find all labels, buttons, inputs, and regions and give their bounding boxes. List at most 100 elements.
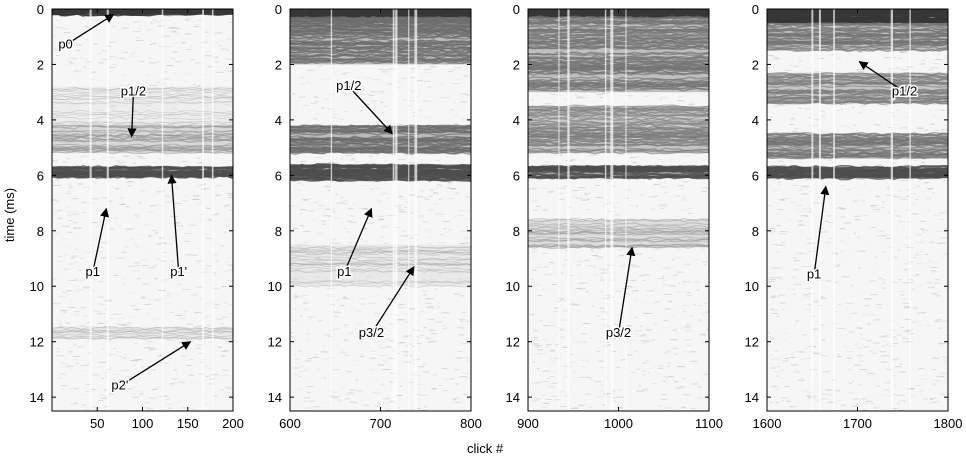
noise-speck <box>536 266 544 268</box>
noise-speck <box>337 399 342 401</box>
noise-speck <box>672 347 679 349</box>
noise-speck <box>423 294 427 296</box>
noise-speck <box>775 58 779 60</box>
noise-speck <box>531 249 536 251</box>
noise-speck <box>173 205 180 207</box>
noise-speck <box>429 195 433 197</box>
noise-speck <box>636 156 641 158</box>
noise-speck <box>402 351 409 353</box>
noise-speck <box>366 243 371 245</box>
noise-speck <box>857 164 865 166</box>
gap-streak <box>567 9 570 411</box>
echo-band-streak <box>52 326 233 331</box>
noise-speck <box>69 62 75 64</box>
echo-band-streak <box>290 23 471 28</box>
noise-speck <box>106 200 112 202</box>
noise-speck <box>83 315 88 317</box>
noise-speck <box>152 19 157 21</box>
y-tick-label: 10 <box>30 279 44 294</box>
noise-speck <box>193 191 198 193</box>
noise-speck <box>824 231 827 233</box>
noise-speck <box>819 203 825 205</box>
noise-speck <box>913 213 916 215</box>
noise-speck <box>221 350 228 352</box>
noise-speck <box>771 312 778 314</box>
gap-streak <box>610 9 614 411</box>
noise-speck <box>463 75 468 77</box>
echo-band-streak <box>528 226 709 230</box>
noise-speck <box>908 388 914 390</box>
noise-speck <box>395 342 404 344</box>
noise-speck <box>340 350 344 352</box>
x-tick-label: 1700 <box>843 416 872 431</box>
echo-band-streak <box>767 152 948 157</box>
noise-speck <box>356 76 361 78</box>
noise-speck <box>928 69 933 71</box>
noise-speck <box>386 398 391 399</box>
noise-speck <box>166 403 173 405</box>
noise-speck <box>420 394 428 396</box>
gap-streak <box>625 9 627 411</box>
noise-speck <box>771 295 776 297</box>
noise-speck <box>653 184 656 186</box>
noise-speck <box>459 319 465 321</box>
noise-speck <box>351 157 356 159</box>
noise-speck <box>884 194 893 196</box>
noise-speck <box>383 361 387 363</box>
noise-speck <box>794 65 799 67</box>
noise-speck <box>894 210 897 212</box>
noise-speck <box>781 397 788 399</box>
noise-speck <box>53 184 62 186</box>
noise-speck <box>184 240 191 242</box>
noise-speck <box>876 235 879 237</box>
noise-speck <box>130 238 133 240</box>
noise-speck <box>216 71 224 73</box>
noise-speck <box>906 307 910 308</box>
noise-speck <box>669 301 673 303</box>
noise-speck <box>594 381 602 383</box>
noise-speck <box>901 179 909 181</box>
noise-speck <box>618 407 624 409</box>
noise-speck <box>784 358 789 360</box>
noise-speck <box>454 192 459 194</box>
noise-speck <box>635 299 639 301</box>
noise-speck <box>793 184 798 186</box>
noise-speck <box>103 372 110 373</box>
noise-speck <box>428 341 436 343</box>
noise-speck <box>219 40 225 42</box>
noise-speck <box>436 187 439 189</box>
noise-speck <box>348 242 356 244</box>
noise-speck <box>630 286 633 288</box>
noise-speck <box>459 98 463 100</box>
echo-band-streak <box>52 9 233 14</box>
noise-speck <box>153 278 159 280</box>
annotation-arrow <box>858 61 905 93</box>
noise-speck <box>377 155 382 157</box>
noise-speck <box>371 392 376 394</box>
noise-speck <box>134 244 138 246</box>
noise-speck <box>206 237 213 239</box>
noise-speck <box>225 260 228 262</box>
noise-speck <box>564 259 569 261</box>
noise-speck <box>431 333 437 335</box>
noise-speck <box>532 251 535 253</box>
echo-band-streak <box>52 172 233 177</box>
noise-speck <box>551 284 558 285</box>
noise-speck <box>61 385 68 387</box>
noise-speck <box>673 381 677 383</box>
noise-speck <box>68 351 73 353</box>
noise-speck <box>155 388 158 389</box>
noise-speck <box>420 334 425 336</box>
noise-speck <box>229 265 233 266</box>
noise-speck <box>550 349 556 351</box>
noise-speck <box>55 179 60 181</box>
noise-speck <box>198 298 204 300</box>
noise-speck <box>898 405 901 407</box>
noise-speck <box>66 290 72 292</box>
noise-speck <box>895 67 900 69</box>
noise-speck <box>417 65 422 67</box>
noise-speck <box>534 345 542 347</box>
noise-speck <box>321 107 325 109</box>
noise-speck <box>58 373 66 375</box>
